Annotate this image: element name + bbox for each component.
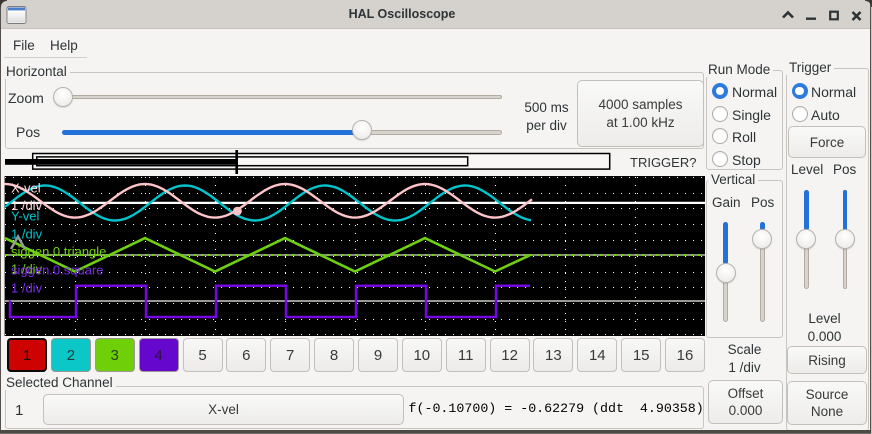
svg-text:siggen.0.square: siggen.0.square [11, 263, 104, 278]
svg-text:1 /div: 1 /div [11, 262, 43, 277]
svg-text:X-vel: X-vel [11, 181, 41, 196]
svg-text:siggen.0.triangle: siggen.0.triangle [11, 244, 106, 259]
svg-text:1 /div: 1 /div [11, 227, 43, 242]
svg-text:Y-vel: Y-vel [11, 209, 40, 224]
svg-text:1 /div: 1 /div [11, 198, 43, 213]
svg-text:1 /div: 1 /div [11, 281, 43, 296]
